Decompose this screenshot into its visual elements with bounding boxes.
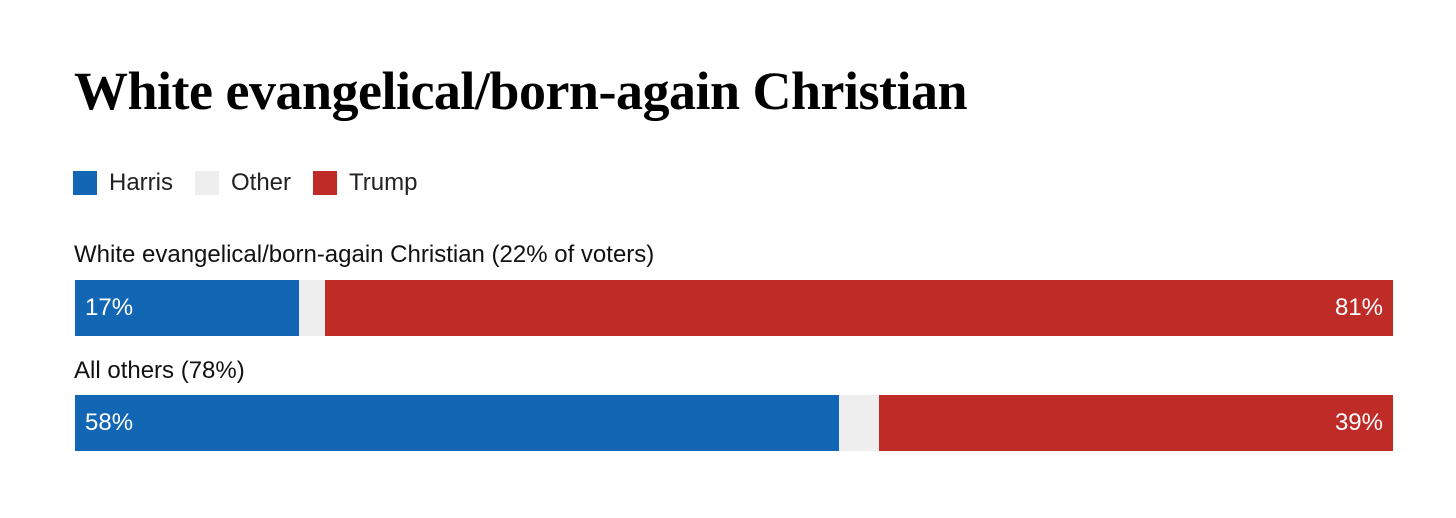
- legend-label-harris: Harris: [109, 169, 173, 196]
- bar-segment-trump: [878, 395, 1393, 451]
- legend-item-other: Other: [195, 168, 291, 198]
- row-label-all-others: All others (78%): [74, 357, 245, 384]
- bar-segment-other: [299, 280, 326, 336]
- legend-swatch-harris: [73, 171, 97, 195]
- data-label-trump: 81%: [1334, 294, 1383, 321]
- bar-segment-harris: [75, 395, 840, 451]
- data-label-trump: 39%: [1334, 409, 1383, 436]
- bar-segment-harris: [75, 280, 300, 336]
- legend-label-trump: Trump: [349, 169, 418, 196]
- bar-segment-other: [839, 395, 879, 451]
- data-label-harris: 17%: [85, 294, 134, 321]
- legend-item-harris: Harris: [73, 168, 173, 198]
- bar-all-others: 58% 39%: [75, 395, 1393, 451]
- row-label-evangelical: White evangelical/born-again Christian (…: [74, 241, 655, 268]
- legend-item-trump: Trump: [313, 168, 417, 198]
- legend-swatch-trump: [313, 171, 338, 195]
- legend-label-other: Other: [231, 169, 292, 196]
- legend: Harris Other Trump: [73, 168, 439, 198]
- chart-title: White evangelical/born-again Christian: [74, 61, 968, 121]
- legend-swatch-other: [195, 171, 219, 195]
- bar-segment-trump: [325, 280, 1393, 336]
- bar-evangelical: 17% 81%: [75, 280, 1393, 336]
- data-label-harris: 58%: [85, 409, 134, 436]
